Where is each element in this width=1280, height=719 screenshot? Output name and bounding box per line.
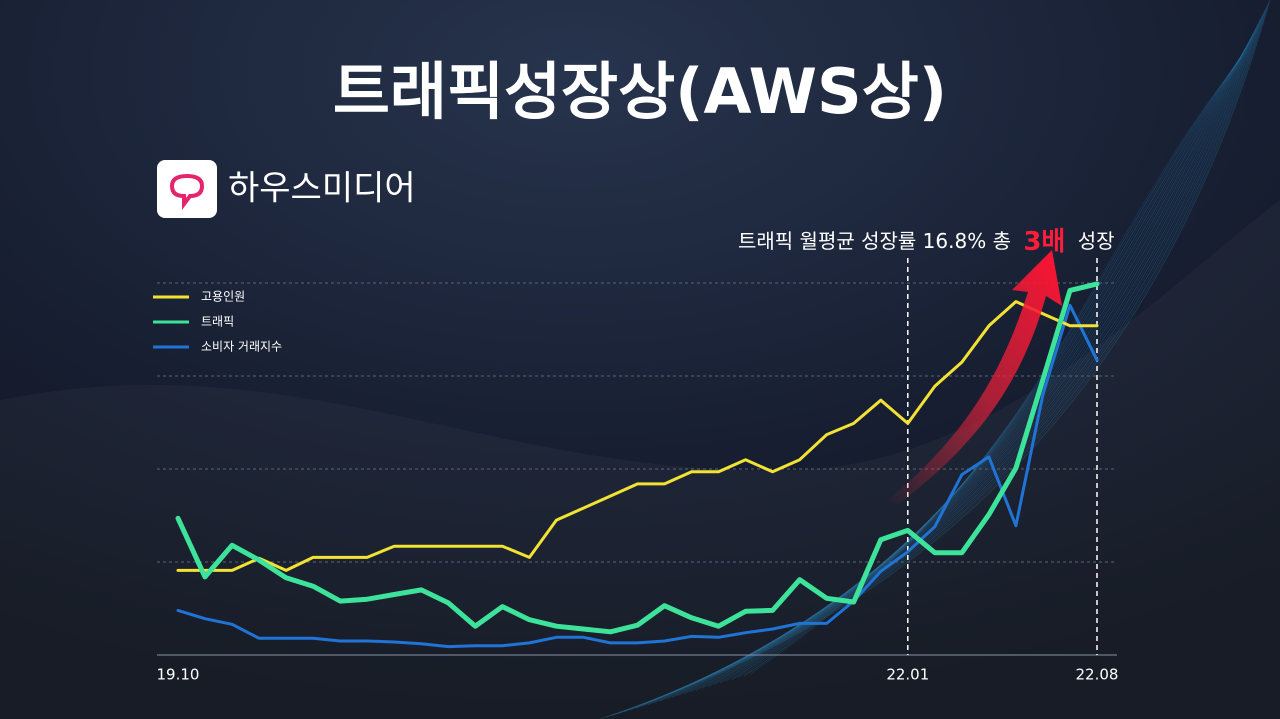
wave-line bbox=[605, 2, 1270, 718]
x-tick-label: 22.01 bbox=[886, 666, 929, 684]
wave-line bbox=[695, 38, 1252, 691]
wave-line bbox=[671, 28, 1257, 698]
wave-line bbox=[647, 19, 1261, 706]
legend-label: 고용인원 bbox=[201, 290, 245, 304]
legend-label: 트래픽 bbox=[201, 315, 234, 329]
legend-label: 소비자 거래지수 bbox=[201, 340, 282, 354]
annotation-highlight: 3배 bbox=[1023, 227, 1065, 257]
wave-line bbox=[635, 14, 1264, 709]
wave-line bbox=[599, 0, 1271, 719]
wave-line bbox=[629, 11, 1265, 711]
annotation-text: 성장 bbox=[1078, 229, 1115, 253]
logo-box bbox=[157, 160, 217, 218]
wave-line bbox=[701, 40, 1251, 689]
wave-line bbox=[707, 42, 1249, 688]
series-line bbox=[176, 303, 1099, 649]
wave-line bbox=[659, 23, 1259, 702]
annotation: 트래픽 월평균 성장률 16.8% 총 3배 성장 bbox=[738, 227, 1115, 257]
wave-line bbox=[653, 21, 1260, 704]
wave-line bbox=[611, 4, 1269, 716]
x-tick-label: 22.08 bbox=[1076, 666, 1119, 684]
growth-arrow bbox=[888, 250, 1062, 506]
wave-line bbox=[677, 30, 1255, 697]
series-line bbox=[176, 300, 1099, 572]
x-tick-label: 19.10 bbox=[157, 666, 200, 684]
logo-icon bbox=[169, 173, 205, 210]
wave-line bbox=[665, 26, 1258, 700]
annotation-text: 트래픽 월평균 성장률 16.8% 총 bbox=[738, 229, 1011, 253]
wave-line bbox=[713, 45, 1248, 686]
brand-name: 하우스미디어 bbox=[228, 169, 416, 209]
title: 트래픽성장상(AWS상) bbox=[333, 55, 947, 128]
wave-line bbox=[641, 16, 1263, 707]
series-line bbox=[175, 281, 1100, 635]
wave-line bbox=[617, 7, 1267, 715]
wave-line bbox=[689, 35, 1253, 693]
